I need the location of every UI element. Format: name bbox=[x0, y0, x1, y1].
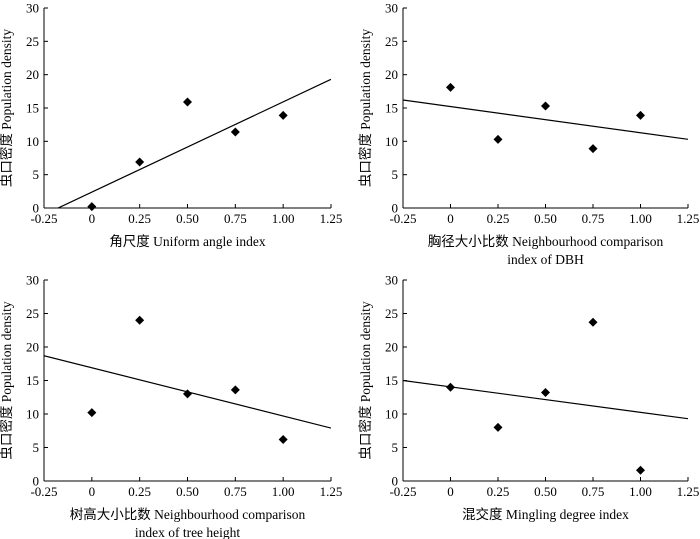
data-point bbox=[183, 97, 192, 107]
x-tick-label: 0.50 bbox=[176, 211, 199, 226]
data-point bbox=[278, 110, 288, 120]
x-tick-label: 0.50 bbox=[534, 484, 557, 499]
x-tick-label: 0 bbox=[447, 211, 454, 226]
data-point bbox=[636, 465, 645, 475]
y-tick-label: 0 bbox=[392, 474, 399, 489]
data-point bbox=[636, 110, 645, 120]
x-axis-title: index of DBH bbox=[507, 252, 584, 267]
y-tick-label: 30 bbox=[26, 1, 39, 16]
x-tick-label: 0.25 bbox=[487, 484, 510, 499]
data-point bbox=[446, 382, 455, 392]
x-axis-title: 混交度 Mingling degree index bbox=[462, 506, 629, 522]
x-axis-title: index of tree height bbox=[135, 525, 241, 539]
x-tick-label: 0.25 bbox=[487, 211, 510, 226]
data-point bbox=[541, 388, 550, 398]
y-tick-label: 5 bbox=[392, 167, 399, 182]
data-point bbox=[87, 408, 97, 418]
y-tick-label: 0 bbox=[392, 201, 399, 216]
x-tick-label: 0.50 bbox=[176, 484, 199, 499]
x-tick-label: 0 bbox=[447, 484, 454, 499]
y-axis-title: 虫口密度 Population density bbox=[0, 29, 14, 187]
y-tick-label: 5 bbox=[33, 167, 40, 182]
y-tick-label: 20 bbox=[26, 340, 39, 355]
y-tick-label: 20 bbox=[385, 340, 398, 355]
y-tick-label: 0 bbox=[33, 201, 40, 216]
x-tick-label: 1.25 bbox=[320, 484, 343, 499]
y-tick-label: 15 bbox=[26, 101, 39, 116]
data-point bbox=[87, 202, 97, 212]
x-axis-title: 角尺度 Uniform angle index bbox=[109, 234, 266, 249]
y-tick-label: 10 bbox=[26, 407, 39, 422]
x-tick-label: 1.00 bbox=[272, 211, 295, 226]
y-axis-title: 虫口密度 Population density bbox=[357, 301, 373, 459]
y-tick-label: 25 bbox=[26, 306, 39, 321]
data-point bbox=[135, 315, 145, 325]
x-tick-label: 1.00 bbox=[272, 484, 295, 499]
data-point bbox=[230, 385, 240, 395]
y-tick-label: 15 bbox=[385, 101, 398, 116]
y-tick-label: 5 bbox=[33, 440, 40, 455]
y-tick-label: 25 bbox=[385, 34, 398, 49]
y-tick-label: 10 bbox=[385, 134, 398, 149]
data-point bbox=[541, 101, 550, 111]
x-tick-label: 0.75 bbox=[224, 211, 247, 226]
x-tick-label: -0.25 bbox=[30, 484, 57, 499]
x-tick-label: -0.25 bbox=[389, 211, 416, 226]
y-tick-label: 10 bbox=[385, 407, 398, 422]
y-tick-label: 10 bbox=[26, 134, 39, 149]
x-tick-label: 1.25 bbox=[677, 211, 700, 226]
x-tick-label: 1.00 bbox=[629, 484, 652, 499]
y-tick-label: 15 bbox=[385, 373, 398, 388]
trend-line bbox=[56, 78, 331, 208]
trend-line bbox=[403, 379, 688, 420]
x-tick-label: 0 bbox=[89, 484, 96, 499]
y-tick-label: 30 bbox=[26, 273, 39, 288]
trend-line bbox=[403, 99, 688, 140]
x-tick-label: 0.75 bbox=[582, 484, 605, 499]
y-tick-label: 25 bbox=[385, 306, 398, 321]
x-axis-title: 树高大小比数 Neighbourhood comparison bbox=[70, 506, 306, 522]
data-point bbox=[135, 157, 145, 167]
y-tick-label: 25 bbox=[26, 34, 39, 49]
y-tick-label: 20 bbox=[385, 67, 398, 82]
x-tick-label: -0.25 bbox=[30, 211, 57, 226]
x-tick-label: 1.25 bbox=[677, 484, 700, 499]
data-point bbox=[278, 434, 288, 444]
y-axis-title: 虫口密度 Population density bbox=[357, 29, 373, 187]
y-tick-label: 5 bbox=[392, 440, 399, 455]
data-point bbox=[230, 127, 240, 137]
x-tick-label: -0.25 bbox=[389, 484, 416, 499]
data-point bbox=[446, 82, 455, 92]
x-axis-title: 胸径大小比数 Neighbourhood comparison bbox=[428, 234, 664, 249]
y-tick-label: 30 bbox=[385, 1, 398, 16]
x-tick-label: 0.50 bbox=[534, 211, 557, 226]
data-point bbox=[493, 422, 503, 432]
data-point bbox=[493, 134, 503, 144]
y-tick-label: 0 bbox=[33, 474, 40, 489]
x-tick-label: 0.75 bbox=[582, 211, 605, 226]
data-point bbox=[588, 144, 598, 154]
y-tick-label: 20 bbox=[26, 67, 39, 82]
data-point bbox=[588, 317, 598, 327]
x-tick-label: 0.25 bbox=[128, 484, 151, 499]
data-point bbox=[183, 389, 192, 399]
y-axis-title: 虫口密度 Population density bbox=[0, 301, 14, 459]
x-tick-label: 1.25 bbox=[320, 211, 343, 226]
y-tick-label: 15 bbox=[26, 373, 39, 388]
x-tick-label: 1.00 bbox=[629, 211, 652, 226]
x-tick-label: 0.75 bbox=[224, 484, 247, 499]
x-tick-label: 0.25 bbox=[128, 211, 151, 226]
y-tick-label: 30 bbox=[385, 273, 398, 288]
x-tick-label: 0 bbox=[89, 211, 96, 226]
